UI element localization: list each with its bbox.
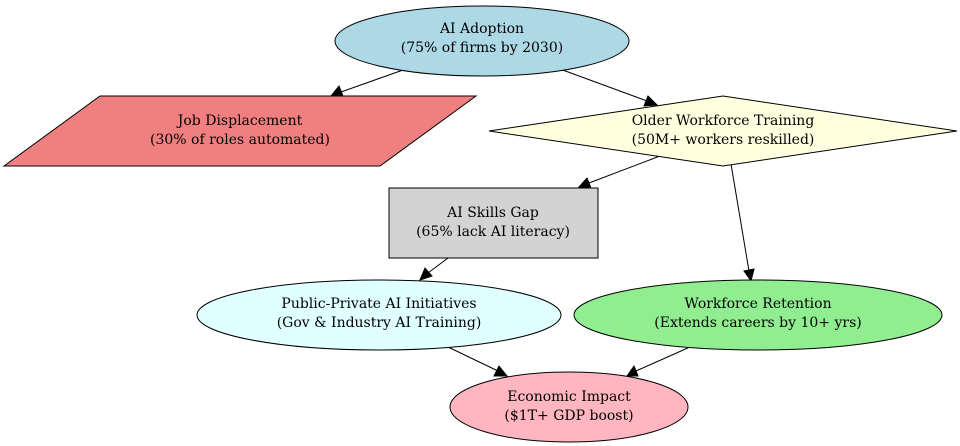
node-ai-skills-gap-detail: (65% lack AI literacy) xyxy=(416,224,570,240)
node-ai-skills-gap-shape xyxy=(388,187,599,259)
node-older-workforce-training[interactable]: Older Workforce Training (50M+ workers r… xyxy=(488,95,958,167)
node-job-displacement[interactable]: Job Displacement (30% of roles automated… xyxy=(2,95,478,167)
edge-workforce-retention-to-economic-impact xyxy=(626,346,691,377)
node-ai-skills-gap-title: AI Skills Gap xyxy=(446,205,539,221)
node-public-private-initiatives-detail: (Gov & Industry AI Training) xyxy=(277,315,482,331)
node-public-private-initiatives-shape xyxy=(196,279,562,351)
node-job-displacement-title: Job Displacement xyxy=(176,113,303,129)
node-older-workforce-training-title: Older Workforce Training xyxy=(632,113,815,129)
nodes-layer: AI Adoption (75% of firms by 2030) Job D… xyxy=(2,5,958,443)
node-economic-impact-detail: ($1T+ GDP boost) xyxy=(504,408,633,424)
edge-ai-skills-gap-to-public-private-initiatives xyxy=(419,257,449,281)
edge-public-private-initiatives-to-economic-impact xyxy=(445,345,509,377)
node-workforce-retention-detail: (Extends careers by 10+ yrs) xyxy=(654,315,861,331)
node-ai-adoption-title: AI Adoption xyxy=(439,21,524,37)
node-ai-adoption-shape xyxy=(334,5,630,77)
edge-ai-adoption-to-older-workforce-training xyxy=(559,68,659,107)
edge-ai-adoption-to-job-displacement xyxy=(329,69,404,97)
node-job-displacement-detail: (30% of roles automated) xyxy=(150,132,330,148)
node-economic-impact[interactable]: Economic Impact ($1T+ GDP boost) xyxy=(449,371,689,443)
edges-layer xyxy=(329,68,755,377)
node-public-private-initiatives-title: Public-Private AI Initiatives xyxy=(281,296,476,312)
edge-older-workforce-training-to-ai-skills-gap xyxy=(577,155,661,189)
node-public-private-initiatives[interactable]: Public-Private AI Initiatives (Gov & Ind… xyxy=(196,279,562,351)
node-workforce-retention[interactable]: Workforce Retention (Extends careers by … xyxy=(573,279,943,351)
node-economic-impact-shape xyxy=(449,371,689,443)
node-older-workforce-training-shape xyxy=(488,95,958,167)
edge-older-workforce-training-to-workforce-retention xyxy=(730,163,755,283)
node-ai-adoption-detail: (75% of firms by 2030) xyxy=(401,40,563,56)
node-ai-skills-gap[interactable]: AI Skills Gap (65% lack AI literacy) xyxy=(388,187,599,259)
node-older-workforce-training-detail: (50M+ workers reskilled) xyxy=(632,132,815,148)
node-economic-impact-title: Economic Impact xyxy=(507,389,631,405)
node-workforce-retention-shape xyxy=(573,279,943,351)
node-workforce-retention-title: Workforce Retention xyxy=(684,296,831,312)
node-job-displacement-shape xyxy=(2,95,478,167)
node-ai-adoption[interactable]: AI Adoption (75% of firms by 2030) xyxy=(334,5,630,77)
